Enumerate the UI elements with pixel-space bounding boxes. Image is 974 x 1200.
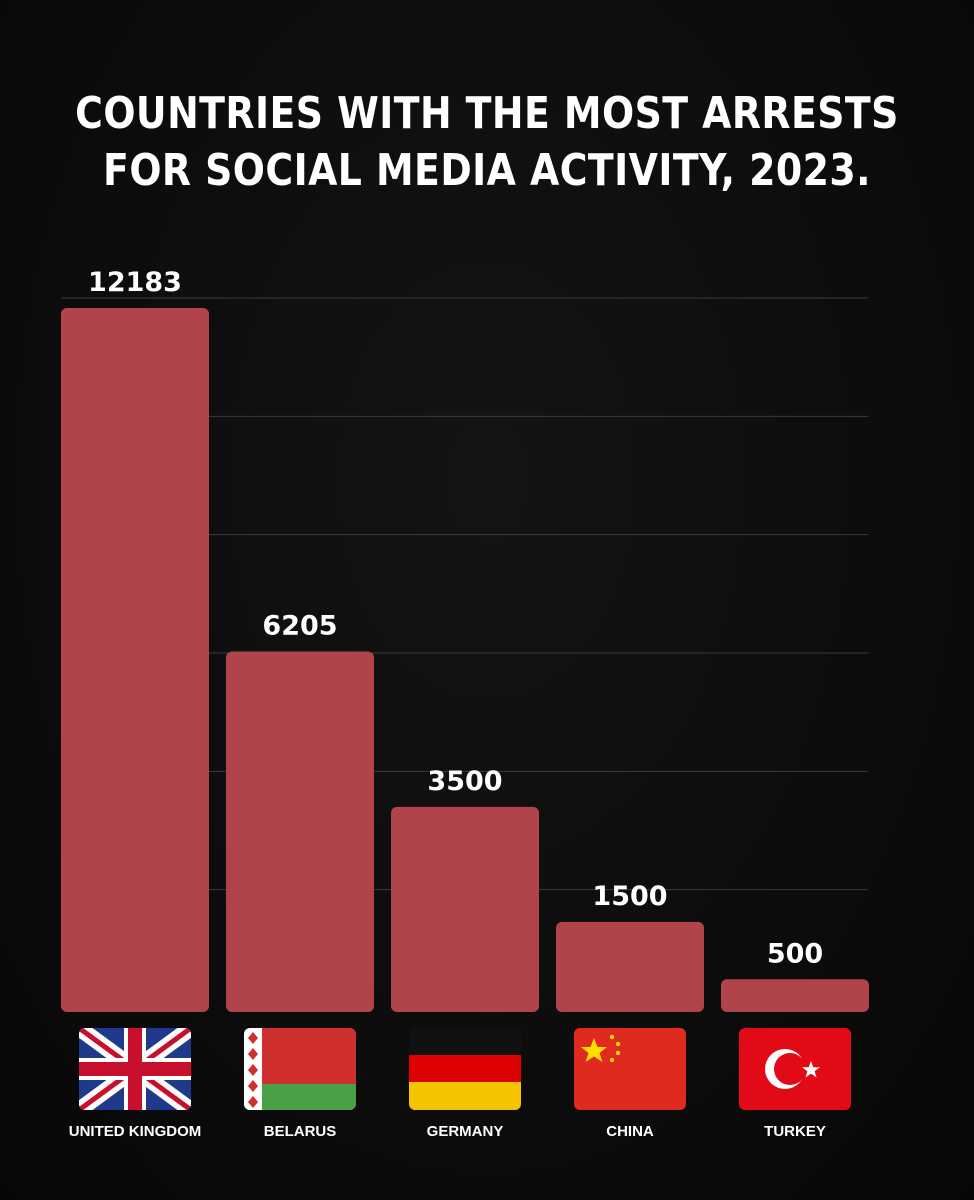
- bar-belarus: [226, 651, 374, 1012]
- value-labels-group: 12183 6205 3500 1500 500: [88, 267, 823, 969]
- china-flag-icon: [574, 1028, 686, 1110]
- value-label-china: 1500: [592, 881, 667, 912]
- belarus-flag-icon: [244, 1028, 356, 1110]
- uk-flag-icon: [79, 1028, 191, 1110]
- category-label-belarus: BELARUS: [264, 1123, 337, 1140]
- chart-title-line-2: FOR SOCIAL MEDIA ACTIVITY, 2023.: [103, 145, 871, 196]
- bar-turkey: [721, 979, 869, 1012]
- value-label-united-kingdom: 12183: [88, 267, 182, 298]
- bar-united-kingdom: [61, 308, 209, 1012]
- category-label-china: CHINA: [606, 1123, 654, 1140]
- category-label-turkey: TURKEY: [764, 1123, 826, 1140]
- value-label-belarus: 6205: [262, 610, 337, 641]
- bar-china: [556, 921, 704, 1012]
- turkey-flag-icon: [739, 1028, 851, 1110]
- bar-germany: [391, 806, 539, 1012]
- germany-flag-icon: [409, 1028, 521, 1110]
- chart-title-line-1: COUNTRIES WITH THE MOST ARRESTS: [75, 88, 899, 139]
- value-label-turkey: 500: [767, 938, 823, 969]
- category-label-united-kingdom: UNITED KINGDOM: [69, 1123, 202, 1140]
- bars-group: [61, 308, 869, 1012]
- value-label-germany: 3500: [427, 766, 502, 797]
- category-label-germany: GERMANY: [427, 1123, 504, 1140]
